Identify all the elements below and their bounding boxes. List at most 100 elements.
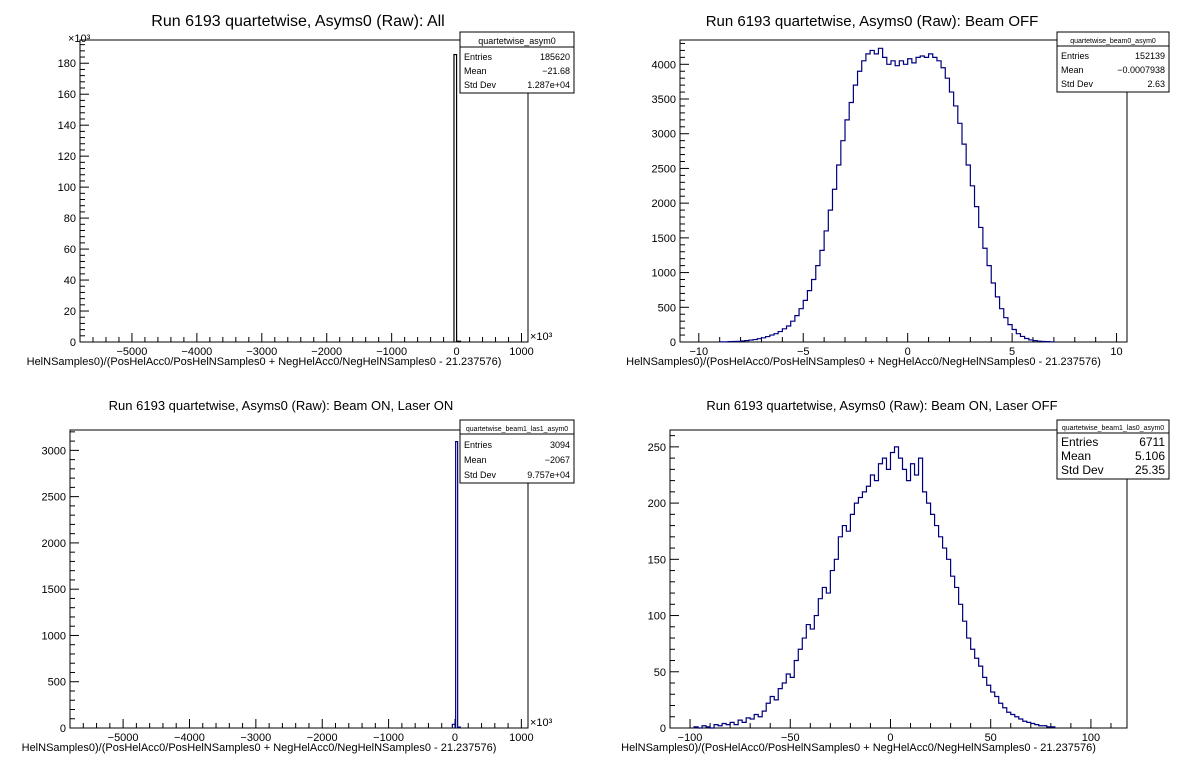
stats-row-value: −2067 (545, 455, 570, 465)
y-tick-label: 180 (58, 58, 76, 70)
x-tick-label: −10 (689, 346, 708, 358)
histogram-panel-2: Run 6193 quartetwise, Asyms0 (Raw): Beam… (626, 13, 1170, 368)
x-tick-label: 0 (905, 346, 911, 358)
x-tick-label: 1000 (509, 346, 533, 358)
y-tick-label: 3000 (42, 445, 66, 457)
x-tick-label: 0 (452, 732, 458, 744)
stats-row-value: 152139 (1135, 51, 1165, 61)
x-axis-multiplier: ×10³ (530, 717, 553, 729)
y-tick-label: 1000 (652, 268, 676, 280)
y-tick-label: 50 (654, 667, 666, 679)
x-tick-label: −3000 (240, 732, 271, 744)
histogram-line (451, 441, 461, 728)
x-axis-label: HelNSamples0)/(PosHelAcc0/PosHelNSamples… (626, 356, 1101, 368)
x-tick-label: −2000 (307, 732, 338, 744)
y-tick-label: 3500 (652, 94, 676, 106)
x-tick-label: −5 (797, 346, 810, 358)
y-tick-label: 3000 (652, 129, 676, 141)
plot-frame (669, 429, 1128, 729)
stats-row-label: Mean (1061, 449, 1091, 463)
y-tick-label: 1000 (42, 630, 66, 642)
y-tick-label: 500 (658, 302, 676, 314)
histogram-line (719, 47, 1055, 343)
x-tick-label: −4000 (181, 346, 212, 358)
stats-row-label: Std Dev (1061, 79, 1094, 89)
histogram-panel-1: Run 6193 quartetwise, Asyms0 (Raw): All 0… (27, 13, 575, 368)
y-axis-multiplier: ×10³ (68, 33, 91, 45)
y-tick-label: 140 (58, 120, 76, 132)
y-tick-label: 100 (648, 611, 666, 623)
stats-row-label: Entries (1061, 435, 1098, 449)
stats-row-label: Mean (464, 66, 487, 76)
y-tick-label: 150 (648, 554, 666, 566)
x-tick-label: 0 (887, 732, 893, 744)
x-tick-label: 10 (1110, 346, 1122, 358)
x-tick-label: 50 (985, 732, 997, 744)
x-tick-label: 5 (1009, 346, 1015, 358)
stats-row-value: 5.106 (1135, 449, 1165, 463)
stats-row-label: Entries (464, 440, 493, 450)
stats-box-name: quartetwise_asym0 (478, 36, 556, 46)
stats-box-frame (1056, 31, 1170, 93)
y-tick-label: 4000 (652, 59, 676, 71)
y-tick-label: 1500 (652, 233, 676, 245)
stats-box: quartetwise_beam1_las0_asym0 Entries 6711 M… (1056, 419, 1170, 480)
x-tick-label: −1000 (373, 732, 404, 744)
stats-box: quartetwise_beam0_asym0 Entries 152139 Mean… (1056, 31, 1170, 93)
y-tick-label: 120 (58, 151, 76, 163)
histogram-panel-3: Run 6193 quartetwise, Asyms0 (Raw): Beam… (22, 398, 575, 754)
stats-row-value: 1.287e+04 (527, 80, 570, 90)
y-tick-label: 250 (648, 442, 666, 454)
stats-row-label: Std Dev (464, 470, 497, 480)
stats-row-label: Std Dev (1061, 463, 1104, 477)
stats-box-frame (1056, 419, 1170, 480)
x-tick-label: −100 (678, 732, 703, 744)
y-tick-label: 60 (64, 244, 76, 256)
x-tick-label: −2000 (311, 346, 342, 358)
histogram-line (693, 446, 1056, 729)
stats-box-name: quartetwise_beam1_las1_asym0 (466, 426, 568, 433)
x-tick-label: 1000 (509, 732, 533, 744)
y-tick-label: 160 (58, 89, 76, 101)
stats-box: quartetwise_beam1_las1_asym0 Entries 3094 M… (459, 419, 575, 484)
x-tick-label: −4000 (174, 732, 205, 744)
y-tick-label: 2500 (652, 163, 676, 175)
y-tick-label: 1500 (42, 584, 66, 596)
x-tick-label: −5000 (116, 346, 147, 358)
stats-row-label: Mean (464, 455, 487, 465)
plot-frame (79, 39, 529, 343)
stats-row-value: −21.68 (542, 66, 570, 76)
x-tick-label: −5000 (108, 732, 139, 744)
chart-title: Run 6193 quartetwise, Asyms0 (Raw): Beam… (706, 13, 1039, 30)
plot-frame (679, 39, 1128, 343)
chart-title: Run 6193 quartetwise, Asyms0 (Raw): All (151, 13, 444, 30)
y-tick-label: 500 (48, 677, 66, 689)
x-tick-label: −50 (781, 732, 800, 744)
stats-box-name: quartetwise_beam0_asym0 (1070, 38, 1156, 45)
y-tick-label: 200 (648, 498, 666, 510)
x-axis-label: HelNSamples0)/(PosHelAcc0/PosHelNSamples… (27, 356, 502, 368)
stats-row-value: 25.35 (1135, 463, 1165, 477)
x-axis-label: HelNSamples0)/(PosHelAcc0/PosHelNSamples… (621, 742, 1096, 754)
stats-row-value: 6711 (1139, 435, 1165, 449)
x-axis-multiplier: ×10³ (530, 331, 553, 343)
y-tick-label: 0 (660, 723, 666, 735)
x-tick-label: 100 (1082, 732, 1100, 744)
stats-row-value: 185620 (540, 52, 570, 62)
stats-box-frame (459, 31, 575, 94)
stats-row-label: Mean (1061, 65, 1084, 75)
y-tick-label: 0 (60, 723, 66, 735)
y-tick-label: 2500 (42, 492, 66, 504)
stats-row-value: 3094 (550, 440, 570, 450)
stats-box: quartetwise_asym0 Entries 185620 Mean −21.68… (459, 31, 575, 94)
y-tick-label: 100 (58, 182, 76, 194)
stats-row-label: Std Dev (464, 80, 497, 90)
y-tick-label: 0 (670, 337, 676, 349)
y-tick-label: 80 (64, 213, 76, 225)
y-tick-label: 20 (64, 306, 76, 318)
stats-row-value: −0.0007938 (1117, 65, 1165, 75)
stats-row-label: Entries (464, 52, 493, 62)
stats-box-name: quartetwise_beam1_las0_asym0 (1062, 425, 1164, 432)
y-tick-label: 2000 (42, 538, 66, 550)
